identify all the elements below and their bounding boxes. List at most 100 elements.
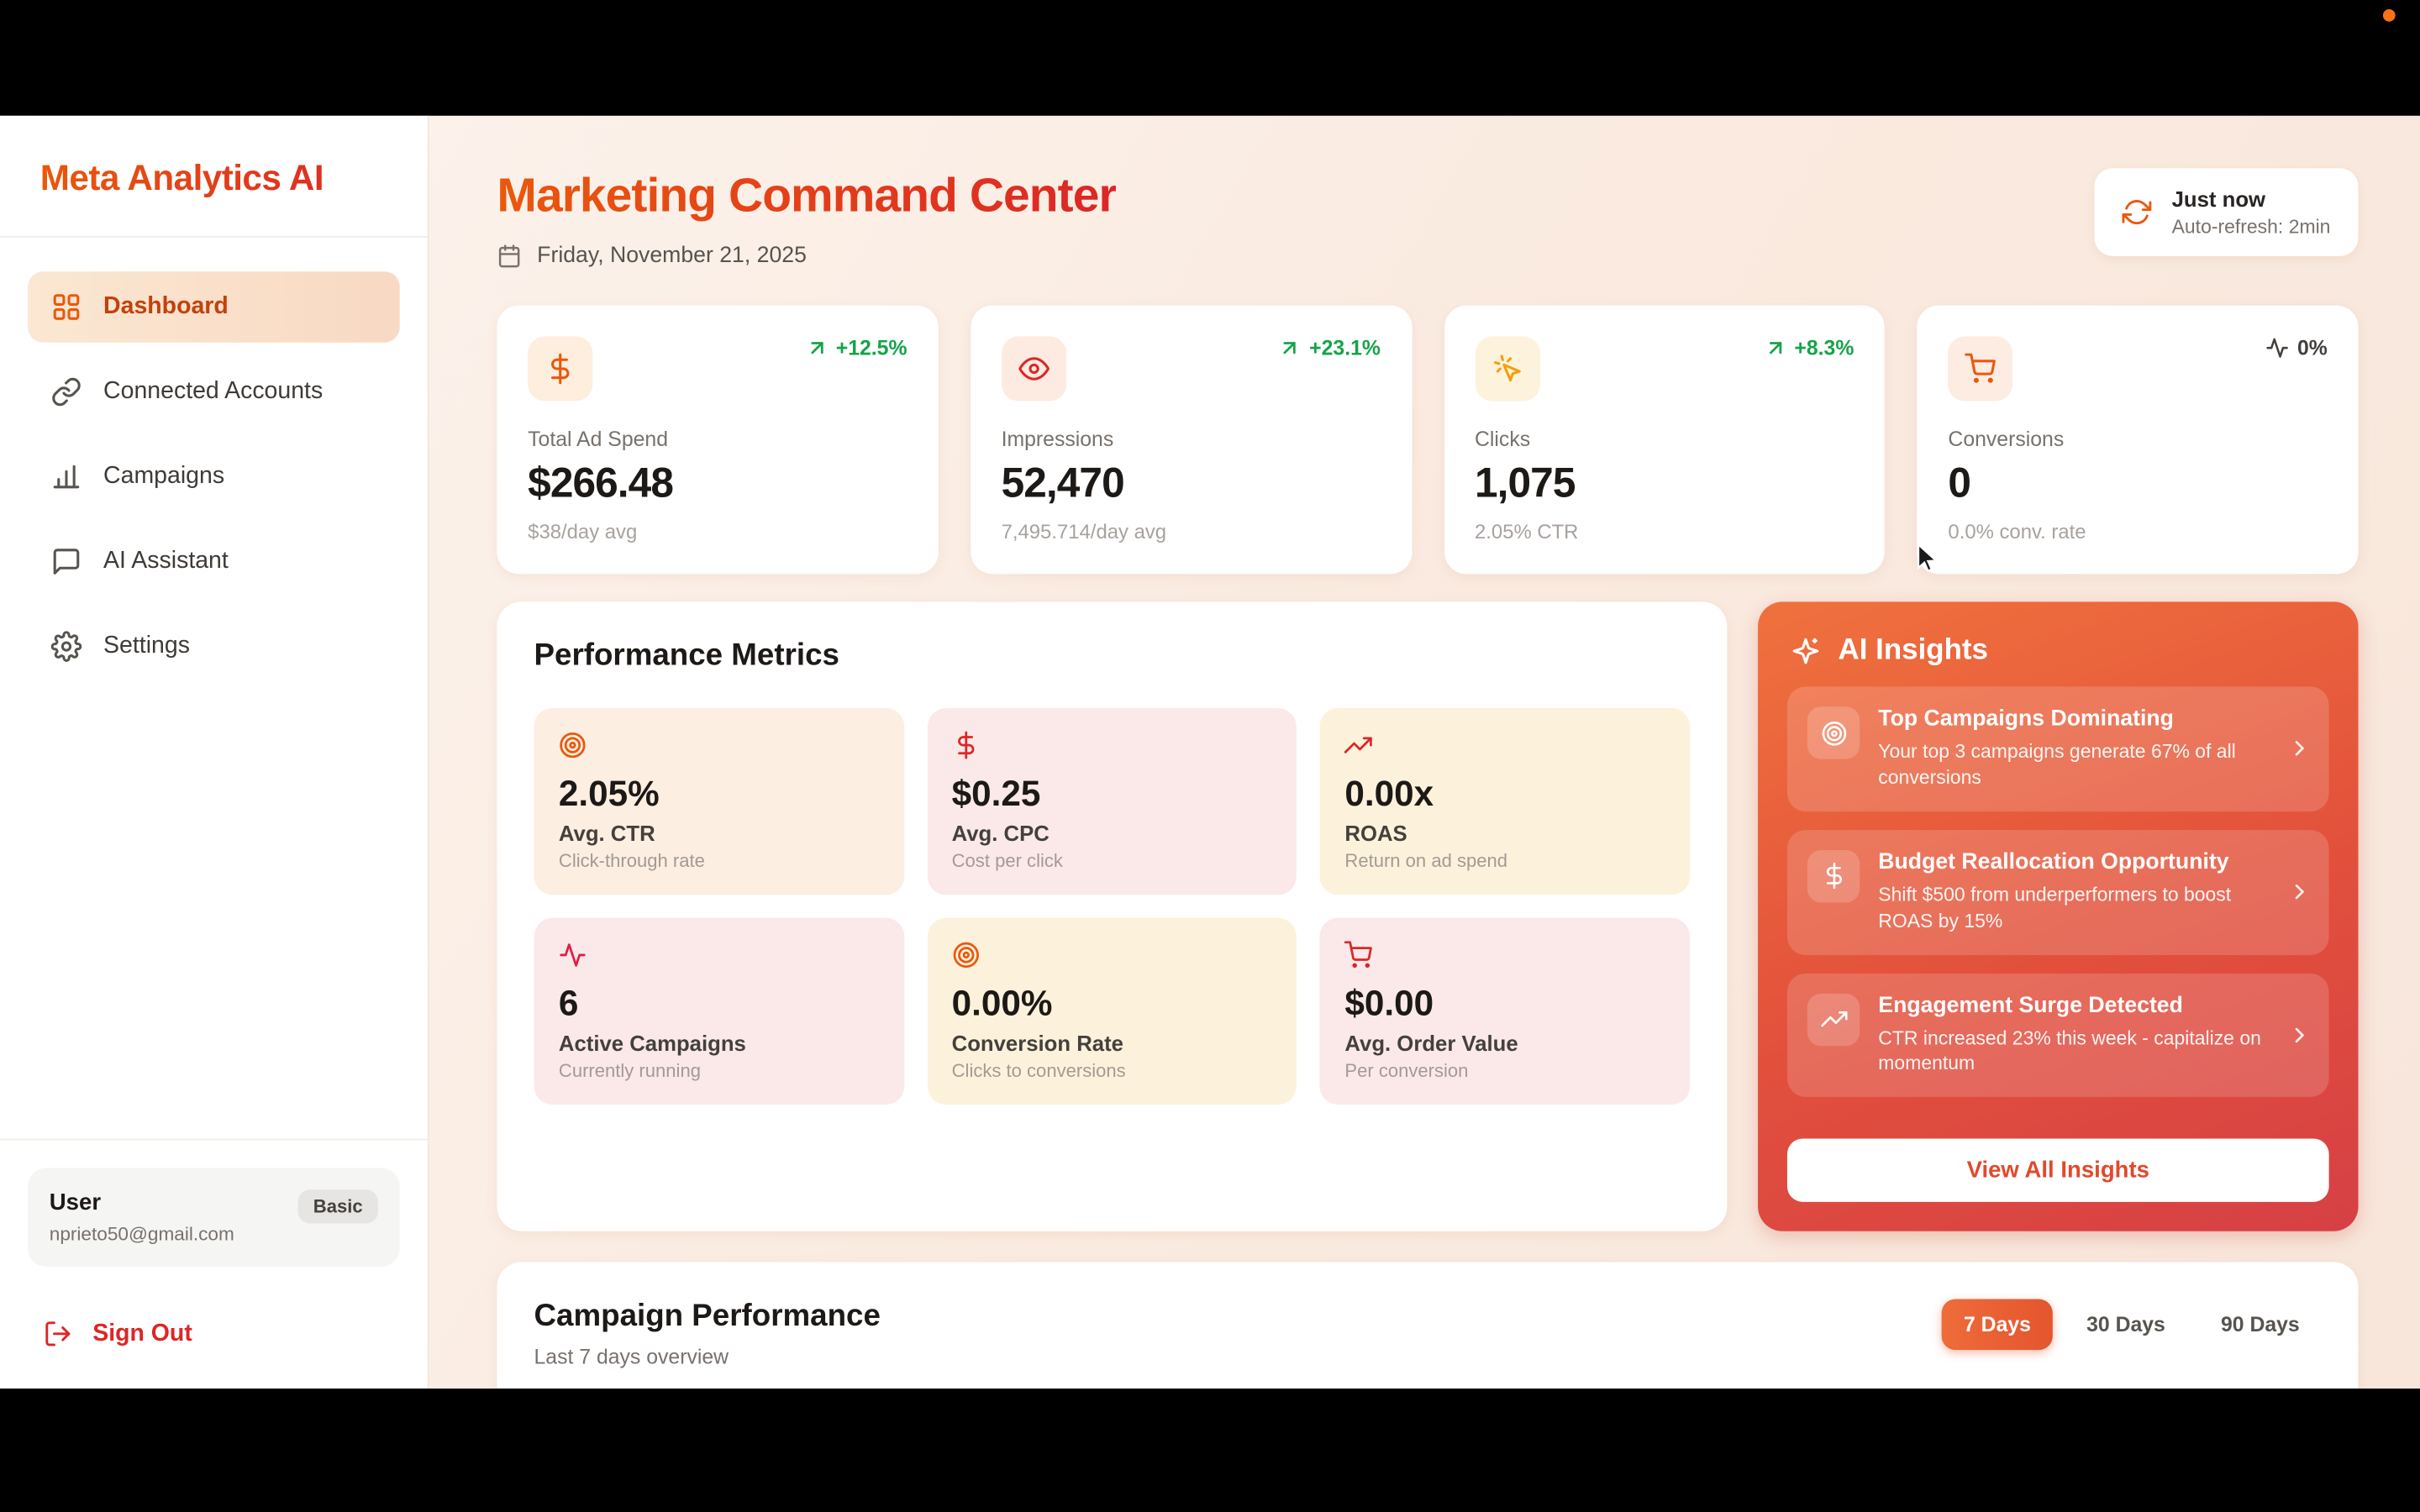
user-name: User	[49, 1189, 102, 1216]
kpi-value: 0	[1948, 459, 1971, 507]
kpi-card-total-ad-spend: +12.5% Total Ad Spend $266.48 $38/day av…	[497, 305, 939, 575]
metric-label: Avg. CPC	[951, 821, 1050, 846]
sidebar-item-dashboard[interactable]: Dashboard	[28, 271, 400, 343]
kpi-value: 1,075	[1475, 459, 1576, 507]
target-icon	[559, 732, 587, 759]
sidebar-item-connected-accounts[interactable]: Connected Accounts	[28, 356, 400, 427]
refresh-icon[interactable]	[2122, 197, 2152, 227]
sidebar-item-label: Dashboard	[103, 292, 229, 320]
shopping-cart-icon	[1948, 336, 2013, 402]
app-window: Meta Analytics AI Dashboard Connected Ac…	[0, 115, 2420, 1389]
insight-title: Budget Reallocation Opportunity	[1878, 849, 2229, 874]
metric-tile-avg-cpc: $0.25 Avg. CPC Cost per click	[927, 708, 1297, 895]
range-90-days-button[interactable]: 90 Days	[2199, 1299, 2321, 1351]
gear-icon	[50, 631, 82, 662]
target-icon	[952, 941, 980, 969]
ai-insights-panel: AI Insights Top Campaigns Dominating You…	[1758, 601, 2359, 1231]
kpi-change-badge: +12.5%	[805, 336, 908, 360]
metric-label: Avg. CTR	[558, 821, 655, 846]
kpi-change-value: +23.1%	[1309, 336, 1381, 360]
recording-indicator-dot	[2382, 9, 2396, 22]
user-card: User nprieto50@gmail.com Basic	[28, 1168, 400, 1267]
chevron-right-icon	[2287, 737, 2312, 761]
date-row: Friday, November 21, 2025	[497, 244, 1116, 269]
metric-subtext: Click-through rate	[558, 850, 705, 872]
insight-description: Shift $500 from underperformers to boost…	[1878, 883, 2232, 932]
dollar-icon	[952, 731, 980, 759]
kpi-row: +12.5% Total Ad Spend $266.48 $38/day av…	[497, 305, 2359, 575]
main-content: Marketing Command Center Friday, Novembe…	[429, 116, 2420, 1389]
kpi-subtext: 0.0% conv. rate	[1948, 519, 2086, 543]
insight-title: Top Campaigns Dominating	[1878, 706, 2174, 732]
shopping-cart-icon	[1344, 941, 1373, 969]
middle-row: Performance Metrics 2.05% Avg. CTR Click…	[497, 601, 2359, 1231]
activity-icon	[559, 941, 587, 969]
sidebar-item-ai-assistant[interactable]: AI Assistant	[28, 526, 400, 596]
metric-label: Active Campaigns	[558, 1030, 746, 1056]
trending-up-icon	[1807, 992, 1860, 1046]
mouse-cursor	[1917, 543, 1939, 573]
metric-value: 0.00%	[951, 983, 1053, 1023]
kpi-change-value: +12.5%	[835, 336, 908, 360]
sidebar: Meta Analytics AI Dashboard Connected Ac…	[0, 115, 429, 1389]
page-header: Marketing Command Center Friday, Novembe…	[497, 168, 2359, 269]
app-logo-text: Meta Analytics AI	[40, 157, 387, 199]
sign-out-button[interactable]: Sign Out	[28, 1310, 208, 1357]
insight-item-budget-reallocation[interactable]: Budget Reallocation Opportunity Shift $5…	[1786, 829, 2329, 955]
range-30-days-button[interactable]: 30 Days	[2065, 1299, 2186, 1351]
app-logo: Meta Analytics AI	[0, 116, 428, 238]
sidebar-item-campaigns[interactable]: Campaigns	[28, 441, 400, 512]
insight-title: Engagement Surge Detected	[1878, 992, 2183, 1018]
kpi-label: Total Ad Spend	[528, 427, 668, 451]
sidebar-item-label: Connected Accounts	[103, 378, 324, 405]
sparkles-icon	[1791, 636, 1822, 667]
insight-description: Your top 3 campaigns generate 67% of all…	[1878, 740, 2236, 789]
kpi-change-badge: 0%	[2266, 336, 2328, 360]
arrow-up-right-icon	[805, 336, 829, 360]
metric-value: 0.00x	[1344, 773, 1434, 813]
kpi-change-value: 0%	[2296, 336, 2328, 360]
metric-subtext: Return on ad spend	[1344, 850, 1508, 872]
metric-subtext: Clicks to conversions	[951, 1059, 1126, 1082]
kpi-subtext: 2.05% CTR	[1475, 519, 1579, 543]
metric-value: 2.05%	[558, 773, 660, 813]
dollar-icon	[528, 336, 593, 402]
kpi-label: Clicks	[1475, 427, 1531, 451]
page-title: Marketing Command Center	[497, 168, 1117, 223]
kpi-card-clicks: +8.3% Clicks 1,075 2.05% CTR	[1444, 305, 1886, 575]
performance-metrics-panel: Performance Metrics 2.05% Avg. CTR Click…	[497, 601, 1728, 1231]
refresh-status: Just now	[2171, 186, 2266, 212]
metric-label: ROAS	[1344, 821, 1407, 846]
kpi-label: Conversions	[1948, 427, 2065, 451]
sidebar-nav: Dashboard Connected Accounts Campaigns	[0, 238, 428, 1139]
kpi-label: Impressions	[1001, 427, 1114, 451]
sidebar-item-settings[interactable]: Settings	[28, 611, 400, 681]
insight-item-top-campaigns[interactable]: Top Campaigns Dominating Your top 3 camp…	[1786, 686, 2329, 811]
activity-icon	[2266, 336, 2290, 360]
ai-insights-title: AI Insights	[1838, 633, 1988, 667]
kpi-change-value: +8.3%	[1794, 336, 1854, 360]
metric-subtext: Cost per click	[951, 850, 1063, 872]
kpi-card-conversions: 0% Conversions 0 0.0% conv. rate	[1917, 305, 2359, 575]
kpi-value: $266.48	[528, 459, 674, 507]
performance-metrics-title: Performance Metrics	[534, 638, 839, 673]
kpi-subtext: 7,495.714/day avg	[1001, 519, 1167, 543]
trending-up-icon	[1344, 732, 1373, 759]
arrow-up-right-icon	[1278, 336, 1302, 360]
dashboard-grid-icon	[51, 291, 82, 323]
metric-tile-active-campaigns: 6 Active Campaigns Currently running	[534, 917, 904, 1105]
kpi-change-badge: +23.1%	[1278, 336, 1381, 360]
metric-subtext: Per conversion	[1344, 1059, 1469, 1082]
user-email: nprieto50@gmail.com	[49, 1223, 234, 1246]
date-range-selector: 7 Days 30 Days 90 Days	[1942, 1299, 2321, 1351]
metric-tile-roas: 0.00x ROAS Return on ad spend	[1320, 708, 1691, 895]
kpi-value: 52,470	[1001, 459, 1125, 507]
view-all-insights-button[interactable]: View All Insights	[1786, 1138, 2329, 1202]
refresh-interval: Auto-refresh: 2min	[2171, 216, 2331, 238]
metric-tile-avg-order-value: $0.00 Avg. Order Value Per conversion	[1320, 917, 1691, 1105]
range-7-days-button[interactable]: 7 Days	[1942, 1299, 2053, 1351]
metric-tile-conversion-rate: 0.00% Conversion Rate Clicks to conversi…	[927, 917, 1297, 1105]
insight-item-engagement-surge[interactable]: Engagement Surge Detected CTR increased …	[1786, 973, 2329, 1098]
insight-description: CTR increased 23% this week - capitalize…	[1878, 1026, 2261, 1075]
